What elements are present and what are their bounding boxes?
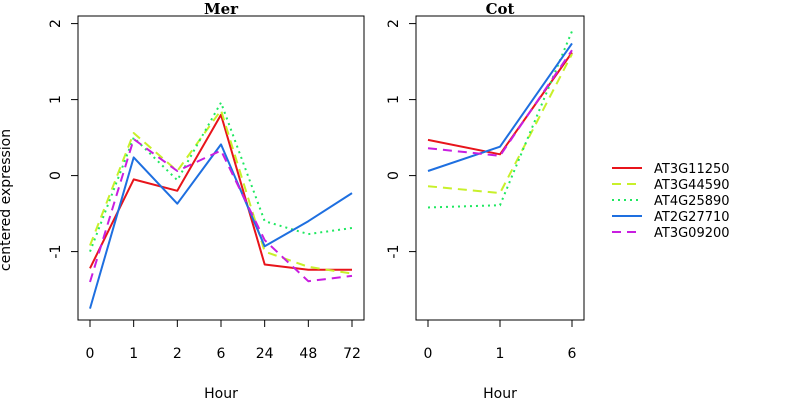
y-axis-label: centered expression: [0, 129, 14, 271]
series-line-at3g09200: [89, 138, 353, 283]
y-tick-label: -1: [386, 245, 402, 259]
series-line-at3g11250: [427, 51, 573, 156]
x-axis-label: Hour: [483, 386, 517, 400]
x-tick-label: 24: [256, 346, 274, 362]
y-tick-label: 0: [386, 171, 402, 180]
x-tick-label: 0: [86, 346, 95, 362]
x-tick-label: 48: [299, 346, 317, 362]
x-tick-label: 6: [568, 346, 577, 362]
y-tick-label: 0: [48, 171, 64, 180]
x-tick-label: 1: [129, 346, 138, 362]
legend-label: AT2G27710: [654, 210, 730, 225]
y-tick-label: 1: [48, 95, 64, 104]
series-line-at2g27710: [427, 42, 573, 172]
series-line-at2g27710: [89, 143, 353, 309]
legend-label: AT4G25890: [654, 194, 730, 209]
panel-cot: Cot 0 1 6 Hour -1 0 1 2: [386, 0, 585, 400]
legend: AT3G11250AT3G44590AT4G25890AT2G27710AT3G…: [612, 162, 730, 241]
legend-label: AT3G44590: [654, 178, 730, 193]
panel-title: Cot: [486, 0, 515, 18]
series-line-at3g09200: [427, 49, 573, 157]
panel-mer: Mer 0 1 2 6 24 48 72 Hour -1 0 1 2: [48, 0, 365, 400]
x-tick-label: 2: [173, 346, 182, 362]
x-tick-label: 0: [424, 346, 433, 362]
legend-label: AT3G11250: [654, 162, 730, 177]
series-line-at3g44590: [89, 109, 353, 275]
y-tick-label: 2: [48, 19, 64, 28]
y-tick-label: 2: [386, 19, 402, 28]
x-tick-label: 6: [217, 346, 226, 362]
panel-title: Mer: [204, 0, 239, 18]
y-tick-label: 1: [386, 95, 402, 104]
y-tick-label: -1: [48, 245, 64, 259]
x-tick-label: 72: [343, 346, 361, 362]
legend-label: AT3G09200: [654, 226, 730, 241]
series-line-at3g11250: [89, 113, 352, 271]
x-axis-label: Hour: [204, 386, 238, 400]
series-line-at4g25890: [427, 30, 573, 209]
series-line-at4g25890: [89, 101, 353, 252]
x-tick-label: 1: [496, 346, 505, 362]
